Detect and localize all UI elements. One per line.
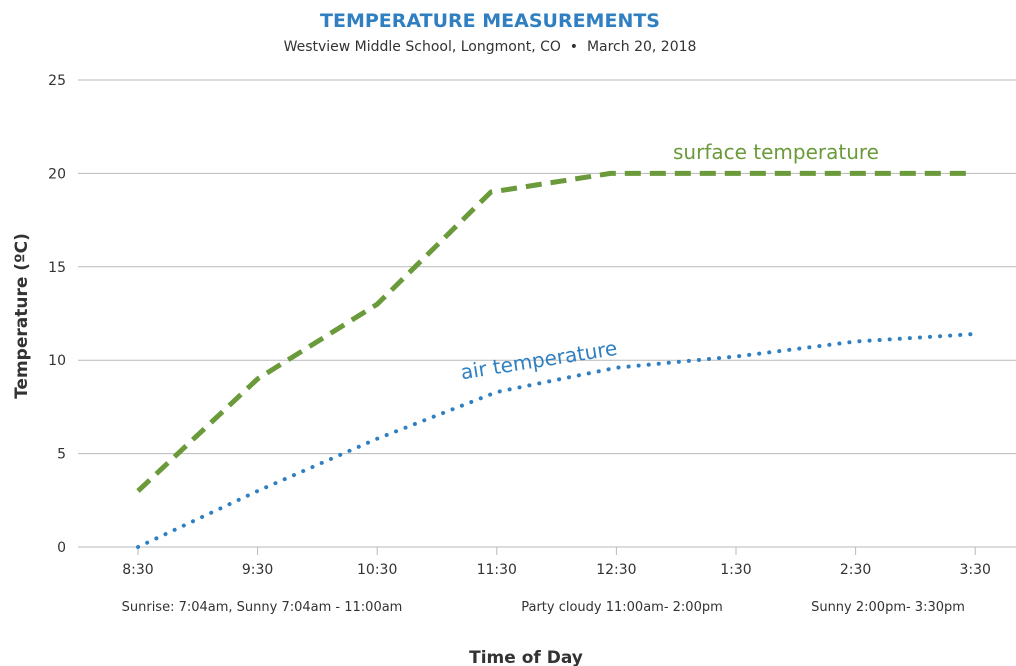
annotation-morning: Sunrise: 7:04am, Sunny 7:04am - 11:00am — [122, 600, 403, 615]
y-axis-label: Temperature (ºC) — [12, 233, 32, 399]
x-tick-1:30: 1:30 — [720, 562, 751, 578]
x-tick-10:30: 10:30 — [357, 562, 397, 578]
annotation-midday: Party cloudy 11:00am- 2:00pm — [521, 600, 723, 615]
gridlines — [78, 79, 1016, 548]
x-tick-8:30: 8:30 — [122, 562, 153, 578]
chart-title: TEMPERATURE MEASUREMENTS — [320, 10, 660, 32]
series-label-air: air temperature — [459, 336, 619, 384]
y-tick-10: 10 — [48, 353, 66, 369]
chart-subtitle: Westview Middle School, Longmont, CO • M… — [284, 39, 697, 55]
y-tick-0: 0 — [57, 540, 66, 556]
x-tick-11:30: 11:30 — [477, 562, 517, 578]
y-tick-15: 15 — [48, 260, 66, 276]
series-label-surface: surface temperature — [673, 140, 879, 164]
y-tick-labels: 0 5 10 15 20 25 — [48, 73, 66, 556]
x-tick-9:30: 9:30 — [242, 562, 273, 578]
annotation-afternoon: Sunny 2:00pm- 3:30pm — [811, 600, 965, 615]
series-line-0 — [136, 170, 970, 493]
x-tick-labels: 8:30 9:30 10:30 11:30 12:30 1:30 2:30 3:30 — [122, 547, 991, 578]
x-tick-3:30: 3:30 — [959, 562, 990, 578]
x-axis-label: Time of Day — [469, 648, 583, 666]
y-tick-20: 20 — [48, 166, 66, 182]
y-tick-5: 5 — [57, 447, 66, 463]
y-tick-25: 25 — [48, 73, 66, 89]
x-tick-2:30: 2:30 — [840, 562, 871, 578]
x-tick-12:30: 12:30 — [596, 562, 636, 578]
series-lines — [136, 170, 978, 549]
